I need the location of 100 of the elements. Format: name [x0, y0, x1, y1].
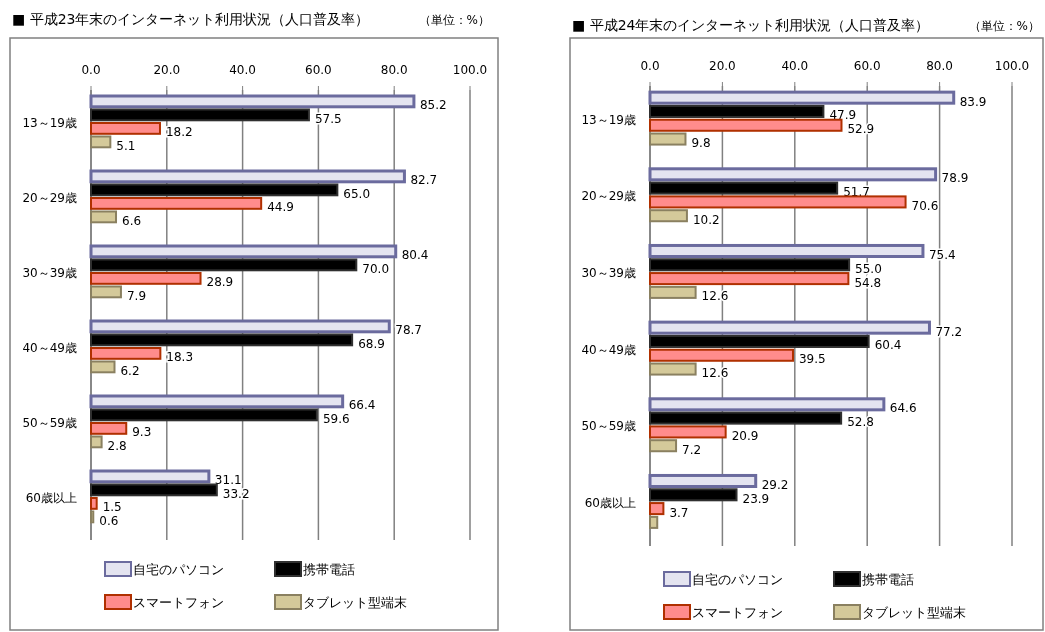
bar: [89, 94, 416, 109]
bar: [649, 334, 870, 348]
data-label: 65.0: [343, 186, 371, 201]
bar: [648, 167, 938, 182]
bar: [90, 285, 122, 299]
text: （単位：%）: [418, 13, 490, 27]
bar: [90, 347, 162, 360]
data-label: 7.9: [126, 288, 147, 303]
data-label: 18.3: [166, 350, 194, 365]
legend-label: 自宅のパソコン: [692, 572, 783, 587]
bar: [648, 397, 886, 412]
legend-label: タブレット型端末: [862, 605, 966, 620]
legend-label: スマートフォン: [133, 595, 224, 610]
data-label: 80.4: [401, 248, 429, 263]
legend-label: 携帯電話: [303, 562, 355, 577]
data-label: 12.6: [701, 289, 729, 304]
bar: [90, 510, 95, 524]
y-tick-label: 40～49歳: [581, 342, 636, 357]
data-label: 0.6: [99, 513, 119, 528]
data-label: 59.6: [322, 411, 350, 426]
bar: [89, 169, 406, 184]
data-label: 70.6: [911, 198, 939, 213]
data-label: 64.6: [889, 401, 917, 416]
data-label: 82.7: [410, 173, 438, 188]
data-label: 5.1: [116, 138, 136, 153]
bar: [648, 320, 931, 335]
data-label: 18.2: [165, 125, 193, 140]
data-label: 68.9: [358, 336, 385, 351]
bar: [649, 272, 850, 286]
bar: [90, 108, 310, 122]
data-label: 29.2: [761, 477, 789, 492]
bar: [89, 319, 391, 334]
x-tick-label: 20.0: [153, 63, 181, 77]
data-label: 55.0: [855, 261, 882, 276]
x-tick-label: 100.0: [452, 63, 488, 77]
y-tick-label: 13～19歳: [22, 116, 77, 130]
bar: [90, 122, 161, 135]
legend-label: 自宅のパソコン: [133, 562, 224, 577]
data-label: 47.9: [829, 108, 857, 123]
bar: [90, 210, 118, 224]
data-label: 23.9: [742, 491, 770, 506]
bar: [649, 195, 907, 209]
data-label: 60.4: [874, 338, 902, 353]
bar: [90, 258, 358, 272]
y-tick-label: 50～59歳: [22, 416, 77, 430]
bar: [90, 408, 318, 422]
data-label: 52.9: [847, 122, 875, 137]
bar: [649, 285, 697, 299]
chart-title: ■ 平成24年末のインターネット利用状況（人口普及率）: [572, 17, 930, 33]
data-label: 78.7: [395, 323, 422, 338]
data-label: 9.8: [691, 136, 711, 151]
bar: [89, 394, 345, 409]
data-label: 31.1: [214, 473, 242, 488]
bar: [90, 497, 98, 510]
data-label: 9.3: [132, 425, 152, 440]
x-tick-label: 60.0: [305, 63, 332, 77]
bar: [90, 435, 103, 449]
x-tick-label: 80.0: [380, 63, 408, 77]
data-label: 78.9: [941, 171, 969, 186]
bar: [649, 502, 665, 516]
data-label: 10.2: [692, 212, 720, 227]
data-label: 75.4: [928, 247, 956, 262]
data-label: 6.6: [122, 213, 142, 228]
data-label: 44.9: [267, 200, 294, 215]
data-label: 66.4: [348, 398, 376, 413]
bar: [649, 132, 687, 146]
bar: [649, 181, 839, 195]
bar: [649, 411, 843, 425]
bar: [90, 483, 218, 497]
bar: [90, 135, 112, 149]
x-tick-label: 40.0: [781, 59, 809, 73]
data-label: 52.8: [847, 415, 874, 430]
chart-title: ■ 平成23年末のインターネット利用状況（人口普及率）: [12, 11, 370, 27]
bar: [90, 272, 202, 285]
bar: [648, 473, 758, 489]
data-label: 3.7: [669, 505, 689, 520]
data-label: 6.2: [120, 363, 140, 378]
x-tick-label: 60.0: [853, 59, 881, 73]
bar: [649, 488, 738, 502]
data-label: 28.9: [206, 275, 234, 290]
data-label: 39.5: [798, 352, 826, 367]
y-tick-label: 30～39歳: [22, 266, 77, 280]
bar: [90, 183, 339, 197]
x-tick-label: 0.0: [640, 59, 660, 73]
bar: [649, 439, 678, 453]
bar: [649, 104, 825, 118]
bar: [90, 333, 354, 347]
data-label: 54.8: [854, 275, 882, 290]
y-tick-label: 30～39歳: [581, 266, 636, 281]
x-tick-label: 40.0: [229, 63, 256, 77]
y-tick-label: 60歳以上: [25, 491, 77, 505]
text: （単位：%）: [968, 19, 1040, 33]
bar: [89, 244, 398, 259]
bar: [649, 362, 697, 376]
y-tick-label: 20～29歳: [581, 189, 636, 204]
data-label: 2.8: [107, 438, 127, 453]
bar: [649, 209, 688, 223]
y-tick-label: 13～19歳: [581, 112, 636, 127]
bar: [649, 425, 727, 439]
data-label: 1.5: [102, 500, 122, 515]
